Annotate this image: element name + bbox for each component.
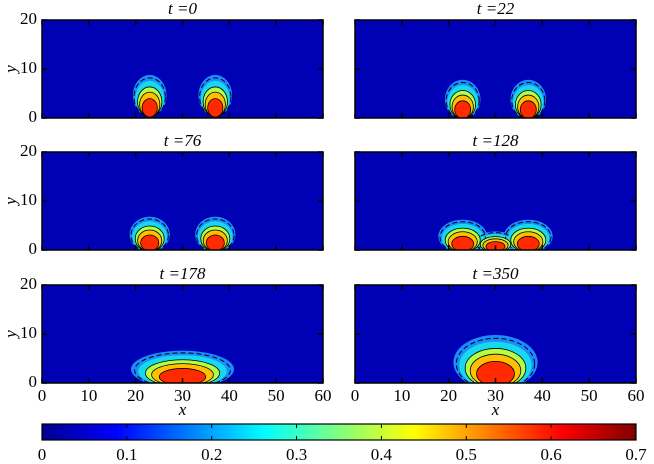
x-tick-label: 40 xyxy=(221,386,238,405)
x-tick-label: 10 xyxy=(80,386,97,405)
y-tick-label: 20 xyxy=(20,274,37,293)
x-tick-label: 20 xyxy=(440,386,457,405)
panel xyxy=(355,152,636,250)
contour-dash xyxy=(134,352,231,383)
colorbar xyxy=(41,423,637,441)
contour-dash xyxy=(439,221,486,250)
panel xyxy=(42,285,323,383)
x-tick-label: 50 xyxy=(268,386,285,405)
y-tick-label: 0 xyxy=(29,107,38,126)
panel-title: t =128 xyxy=(473,131,519,150)
contour-dash xyxy=(455,337,536,383)
contour-dash xyxy=(196,218,235,250)
colorbar-tick-label: 0 xyxy=(38,445,47,464)
colorbar-tick-label: 0.6 xyxy=(541,445,562,464)
panel-title: t =22 xyxy=(477,0,515,18)
background xyxy=(355,20,636,118)
panel-title: t =0 xyxy=(168,0,197,18)
panel-title: t =178 xyxy=(160,264,206,283)
background xyxy=(42,20,323,118)
y-label: y xyxy=(1,330,20,340)
contour-region xyxy=(207,98,224,118)
contour-region xyxy=(454,100,472,118)
panel xyxy=(355,285,636,383)
contour-region xyxy=(519,100,537,118)
y-tick-label: 10 xyxy=(20,190,37,209)
y-tick-label: 10 xyxy=(20,58,37,77)
contour-region xyxy=(451,235,475,250)
contour-region xyxy=(205,234,225,250)
colorbar-tick-label: 0.5 xyxy=(456,445,477,464)
x-tick-label: 30 xyxy=(174,386,191,405)
contour-dash xyxy=(130,218,169,250)
contour-region xyxy=(516,235,540,250)
panel xyxy=(42,20,323,118)
panel xyxy=(42,152,323,250)
y-tick-label: 20 xyxy=(20,9,37,28)
x-tick-label: 40 xyxy=(534,386,551,405)
x-label: x xyxy=(178,400,187,419)
contour-region xyxy=(158,368,207,383)
contour-region xyxy=(141,98,158,118)
x-tick-label: 60 xyxy=(315,386,332,405)
x-tick-label: 30 xyxy=(487,386,504,405)
x-tick-label: 0 xyxy=(38,386,47,405)
x-label: x xyxy=(491,400,500,419)
x-tick-label: 50 xyxy=(581,386,598,405)
contour-region xyxy=(476,360,515,383)
colorbar-tick-label: 0.1 xyxy=(116,445,137,464)
x-tick-label: 0 xyxy=(351,386,360,405)
y-tick-label: 0 xyxy=(29,372,38,391)
colorbar-tick-label: 0.4 xyxy=(371,445,393,464)
y-label: y xyxy=(1,197,20,207)
x-tick-label: 20 xyxy=(127,386,144,405)
background xyxy=(42,152,323,250)
panel-title: t =350 xyxy=(473,264,519,283)
colorbar-tick-label: 0.3 xyxy=(286,445,307,464)
colorbar-tick-label: 0.7 xyxy=(625,445,647,464)
panel-title: t =76 xyxy=(164,131,202,150)
panel xyxy=(355,20,636,118)
x-tick-label: 10 xyxy=(393,386,410,405)
contour-region xyxy=(140,234,160,250)
contour-dash xyxy=(445,81,480,118)
contour-dash xyxy=(505,221,552,250)
y-tick-label: 0 xyxy=(29,239,38,258)
y-tick-label: 10 xyxy=(20,323,37,342)
y-tick-label: 20 xyxy=(20,141,37,160)
contour-dash xyxy=(511,81,546,118)
x-tick-label: 60 xyxy=(628,386,645,405)
y-label: y xyxy=(1,65,20,75)
colorbar-tick-label: 0.2 xyxy=(201,445,222,464)
